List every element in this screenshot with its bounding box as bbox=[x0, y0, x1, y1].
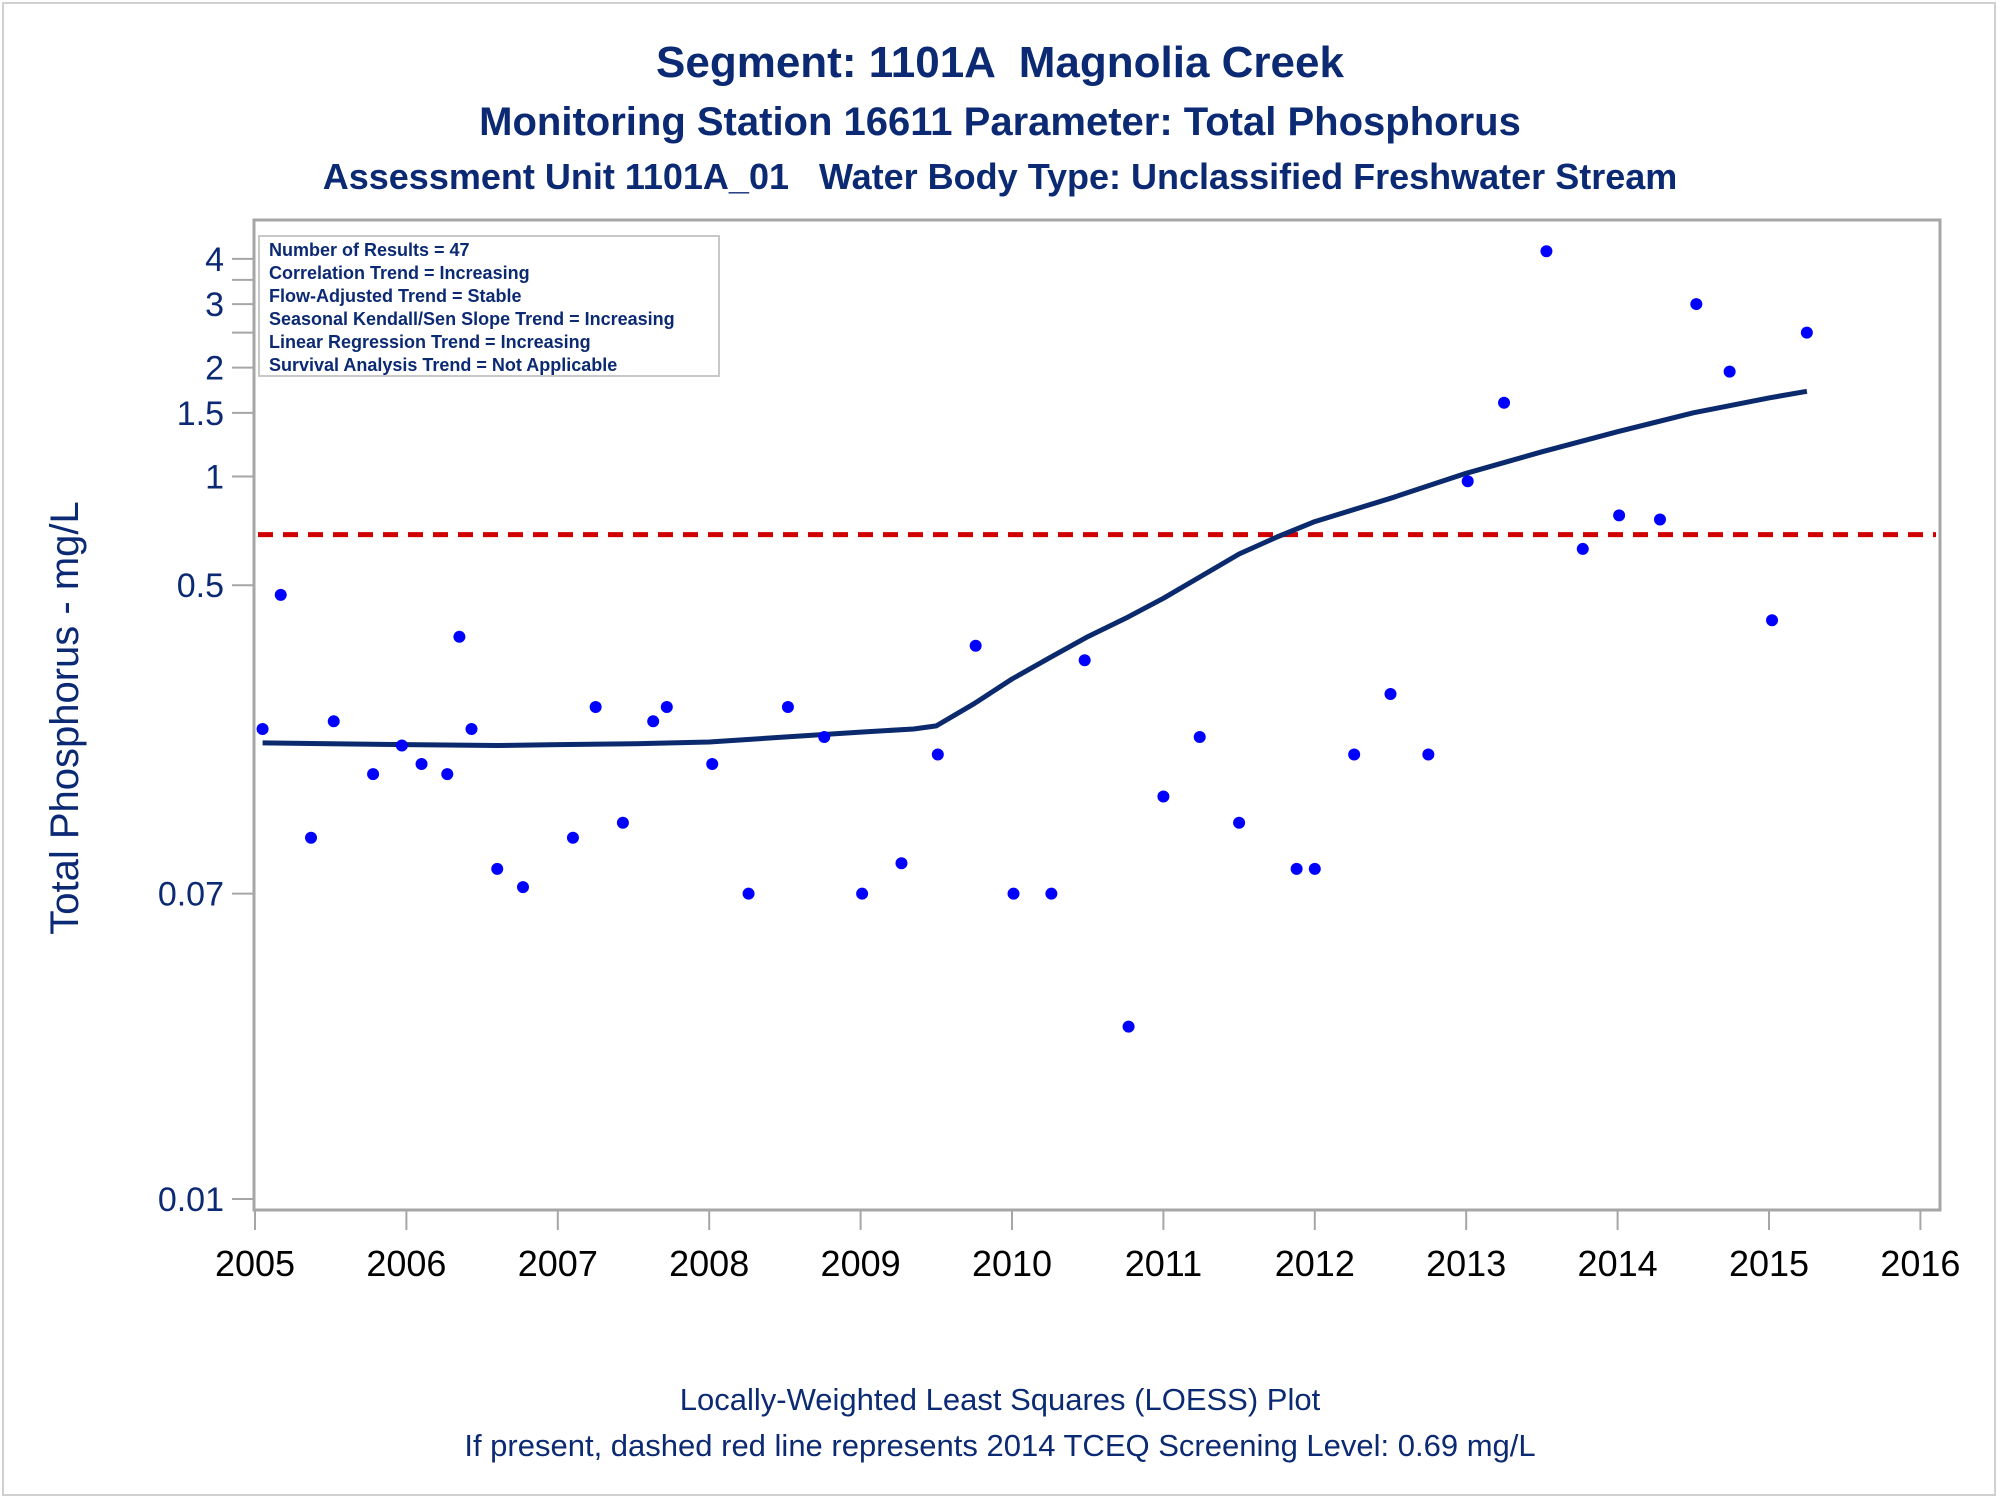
x-tick-label-3: 2008 bbox=[669, 1243, 749, 1284]
x-tick-label-0: 2005 bbox=[215, 1243, 295, 1284]
data-point-32 bbox=[1290, 862, 1303, 875]
y-tick-label-0: 4 bbox=[205, 241, 224, 279]
x-tick-label-1: 2006 bbox=[366, 1243, 446, 1284]
data-point-23 bbox=[931, 748, 944, 761]
data-point-9 bbox=[465, 722, 478, 735]
data-point-20 bbox=[818, 731, 831, 744]
data-point-26 bbox=[1045, 887, 1058, 900]
x-tick-label-6: 2011 bbox=[1125, 1243, 1202, 1284]
chart-subtitle-2: Assessment Unit 1101A_01 Water Body Type… bbox=[322, 156, 1678, 197]
data-point-34 bbox=[1348, 748, 1361, 761]
data-points bbox=[256, 245, 1813, 1033]
info-linear-regression-trend: Linear Regression Trend = Increasing bbox=[269, 332, 591, 352]
info-survival-analysis-trend: Survival Analysis Trend = Not Applicable bbox=[269, 355, 617, 375]
y-tick-label-4: 2 bbox=[205, 350, 224, 388]
data-point-36 bbox=[1422, 748, 1435, 761]
x-tick-label-2: 2007 bbox=[518, 1243, 598, 1284]
data-point-14 bbox=[616, 816, 629, 829]
x-tick-label-11: 2016 bbox=[1880, 1243, 1960, 1284]
data-point-38 bbox=[1498, 396, 1511, 409]
data-point-1 bbox=[274, 588, 287, 601]
data-point-45 bbox=[1766, 614, 1779, 627]
data-point-8 bbox=[453, 630, 466, 643]
data-point-19 bbox=[781, 701, 794, 714]
data-point-16 bbox=[660, 701, 673, 714]
data-point-5 bbox=[395, 739, 408, 752]
loess-curve bbox=[262, 388, 1808, 748]
info-correlation-trend: Correlation Trend = Increasing bbox=[269, 263, 530, 283]
data-point-12 bbox=[566, 831, 579, 844]
x-tick-label-7: 2012 bbox=[1275, 1243, 1355, 1284]
data-point-33 bbox=[1308, 862, 1321, 875]
data-point-13 bbox=[589, 701, 602, 714]
x-tick-label-9: 2014 bbox=[1578, 1243, 1658, 1284]
info-number-of-results: Number of Results = 47 bbox=[269, 240, 470, 260]
data-point-17 bbox=[706, 757, 719, 770]
data-point-41 bbox=[1613, 509, 1626, 522]
info-box: Number of Results = 47 Correlation Trend… bbox=[258, 235, 720, 377]
chart-subtitle: Monitoring Station 16611 Parameter: Tota… bbox=[479, 100, 1521, 144]
data-point-0 bbox=[256, 722, 269, 735]
data-point-28 bbox=[1122, 1020, 1135, 1033]
data-point-40 bbox=[1576, 542, 1589, 555]
data-point-37 bbox=[1461, 475, 1474, 488]
x-tick-label-8: 2013 bbox=[1426, 1243, 1506, 1284]
data-point-27 bbox=[1078, 654, 1091, 667]
info-flow-adjusted-trend: Flow-Adjusted Trend = Stable bbox=[269, 286, 522, 306]
x-tick-label-4: 2009 bbox=[821, 1243, 901, 1284]
data-point-25 bbox=[1007, 887, 1020, 900]
data-point-31 bbox=[1233, 816, 1246, 829]
data-point-29 bbox=[1157, 790, 1170, 803]
data-point-24 bbox=[969, 639, 982, 652]
data-point-11 bbox=[516, 881, 529, 894]
info-seasonal-kendall-trend: Seasonal Kendall/Sen Slope Trend = Incre… bbox=[269, 309, 675, 329]
data-point-10 bbox=[491, 862, 504, 875]
data-point-4 bbox=[367, 768, 380, 781]
x-tick-label-10: 2015 bbox=[1729, 1243, 1809, 1284]
y-axis: 4 3 2 1.5 1 0.5 0.07 0.01 bbox=[158, 241, 254, 1219]
data-point-39 bbox=[1540, 245, 1553, 258]
data-point-6 bbox=[415, 757, 428, 770]
y-tick-label-5: 1.5 bbox=[177, 395, 224, 433]
data-point-46 bbox=[1800, 326, 1813, 339]
data-point-35 bbox=[1384, 687, 1397, 700]
y-tick-label-8: 0.07 bbox=[158, 876, 224, 914]
y-tick-label-7: 0.5 bbox=[177, 567, 224, 605]
chart-title: Segment: 1101A Magnolia Creek bbox=[656, 38, 1344, 87]
info-box-border bbox=[258, 235, 720, 377]
plot-area bbox=[252, 218, 1942, 1212]
data-point-21 bbox=[856, 887, 869, 900]
x-axis: 2005 2006 2007 2008 2009 2010 2011 2012 2013 2014… bbox=[215, 1210, 1960, 1284]
data-point-22 bbox=[895, 857, 908, 870]
x-tick-label-5: 2010 bbox=[972, 1243, 1052, 1284]
data-point-30 bbox=[1193, 731, 1206, 744]
data-point-3 bbox=[327, 715, 340, 728]
data-point-44 bbox=[1723, 365, 1736, 378]
y-axis-label: Total Phosphorus - mg/L bbox=[43, 501, 87, 935]
data-point-43 bbox=[1690, 298, 1703, 311]
footnote-loess: Locally-Weighted Least Squares (LOESS) P… bbox=[679, 1382, 1321, 1417]
y-tick-label-9: 0.01 bbox=[158, 1181, 224, 1219]
data-point-15 bbox=[647, 715, 660, 728]
data-point-18 bbox=[742, 887, 755, 900]
data-point-7 bbox=[441, 768, 454, 781]
data-point-42 bbox=[1653, 513, 1666, 526]
y-tick-label-2: 3 bbox=[205, 286, 224, 324]
data-point-2 bbox=[305, 831, 318, 844]
y-tick-label-6: 1 bbox=[205, 458, 224, 496]
footnote-screening-level: If present, dashed red line represents 2… bbox=[464, 1428, 1536, 1463]
